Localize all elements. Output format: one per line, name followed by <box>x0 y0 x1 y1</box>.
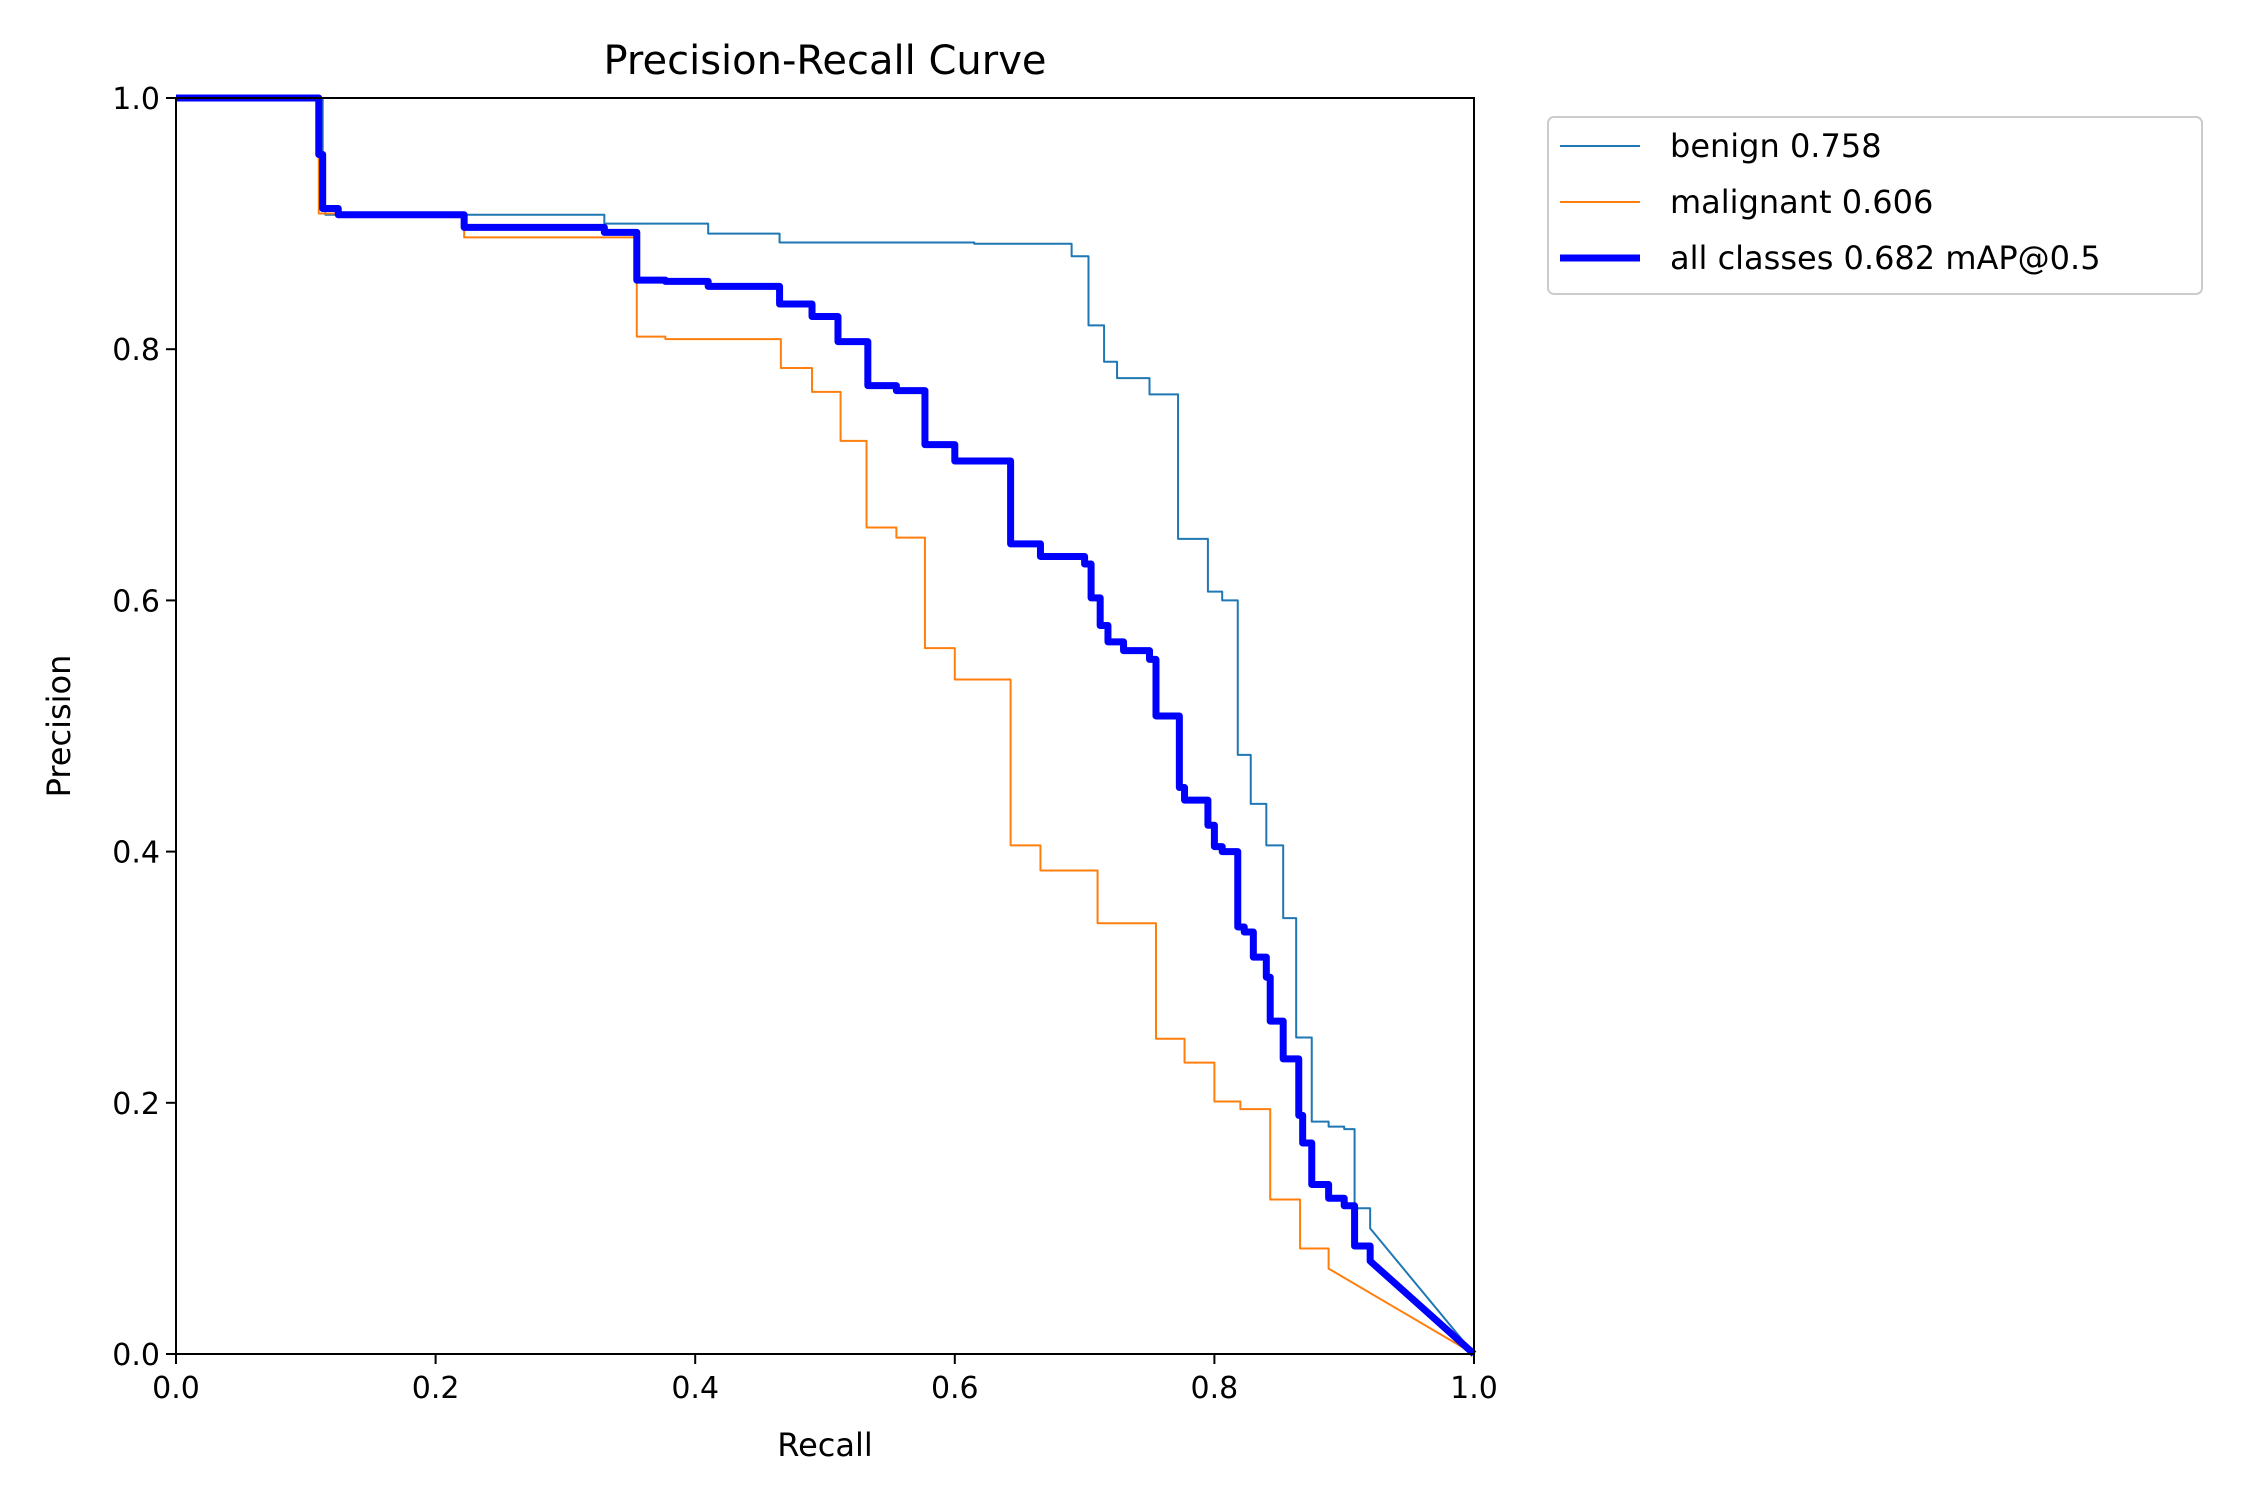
axes-frame <box>175 97 1475 1355</box>
legend: benign 0.758 malignant 0.606 all classes 0… <box>1547 116 2203 295</box>
x-tick-label: 0.6 <box>931 1371 979 1406</box>
y-tick-label: 0.4 <box>112 836 160 871</box>
y-tick-label: 0.8 <box>112 333 160 368</box>
series-line-1 <box>176 97 1475 1355</box>
x-axis: 0.0 0.2 0.4 0.6 0.8 1.0 <box>152 1354 1498 1406</box>
plot-area <box>176 94 1477 1357</box>
y-axis: 0.0 0.2 0.4 0.6 0.8 1.0 <box>112 82 176 1373</box>
x-tick-label: 0.4 <box>671 1371 719 1406</box>
y-tick-label: 0.0 <box>112 1338 160 1373</box>
y-tick-label: 0.2 <box>112 1087 160 1122</box>
chart-title: Precision-Recall Curve <box>604 38 1047 84</box>
y-tick-label: 0.6 <box>112 584 160 619</box>
x-tick-label: 0.8 <box>1191 1371 1239 1406</box>
legend-label: benign 0.758 <box>1670 127 1882 165</box>
legend-box <box>1547 116 2203 295</box>
x-axis-label: Recall <box>777 1426 872 1464</box>
series-line-0 <box>176 97 1475 1355</box>
legend-label: malignant 0.606 <box>1670 183 1933 221</box>
legend-label: all classes 0.682 mAP@0.5 <box>1670 239 2101 277</box>
y-axis-label: Precision <box>40 655 78 798</box>
y-tick-label: 1.0 <box>112 82 160 117</box>
x-tick-label: 0.2 <box>412 1371 460 1406</box>
x-tick-label: 0.0 <box>152 1371 200 1406</box>
series-line-2 <box>176 94 1477 1357</box>
x-tick-label: 1.0 <box>1450 1371 1498 1406</box>
